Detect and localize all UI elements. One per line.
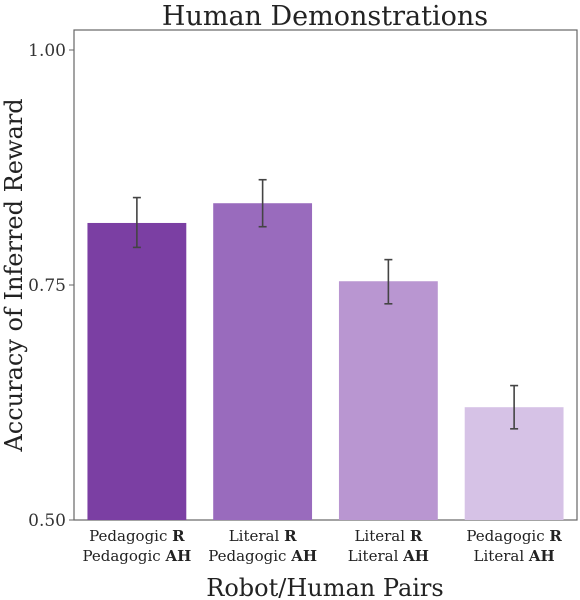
x-tick-label-text: Literal (354, 527, 409, 545)
plot-area-frame (73, 29, 578, 521)
x-tick-label: Pedagogic AH (82, 547, 191, 565)
x-tick-label-bold: AH (402, 547, 429, 565)
bar (87, 222, 187, 520)
bars (87, 203, 564, 520)
y-axis-ticks: 0.50 0.75 1.00 (28, 41, 74, 531)
y-axis-label: Accuracy of Inferred Reward (0, 98, 28, 452)
error-bars (132, 178, 519, 430)
x-tick-label-text: Literal (348, 547, 403, 565)
bar (213, 203, 313, 520)
x-tick-label: Pedagogic R (89, 527, 185, 545)
x-tick-label-bold: AH (164, 547, 191, 565)
x-tick-label-text: Pedagogic (208, 547, 291, 565)
bar (338, 281, 438, 520)
x-axis-label: Robot/Human Pairs (206, 574, 443, 600)
x-tick-label: Pedagogic R (466, 527, 562, 545)
x-tick-label-bold: AH (290, 547, 317, 565)
x-tick-label-bold: R (549, 527, 562, 545)
x-tick-label: Literal R (229, 527, 297, 545)
y-tick-label: 0.75 (28, 276, 66, 296)
x-tick-label-bold: R (284, 527, 297, 545)
x-tick-label: Literal AH (474, 547, 555, 565)
y-tick-label: 0.50 (28, 511, 66, 531)
y-tick-label: 1.00 (28, 41, 66, 61)
x-tick-label-bold: R (410, 527, 423, 545)
x-tick-label: Pedagogic AH (208, 547, 317, 565)
x-tick-label: Literal AH (348, 547, 429, 565)
x-tick-label-text: Pedagogic (89, 527, 172, 545)
x-tick-label-text: Literal (229, 527, 284, 545)
x-tick-label-text: Pedagogic (82, 547, 165, 565)
chart-title: Human Demonstrations (162, 1, 488, 32)
x-tick-label-bold: AH (528, 547, 555, 565)
x-tick-label-bold: R (172, 527, 185, 545)
x-tick-label: Literal R (354, 527, 422, 545)
x-tick-label-text: Literal (474, 547, 529, 565)
x-tick-label-text: Pedagogic (466, 527, 549, 545)
